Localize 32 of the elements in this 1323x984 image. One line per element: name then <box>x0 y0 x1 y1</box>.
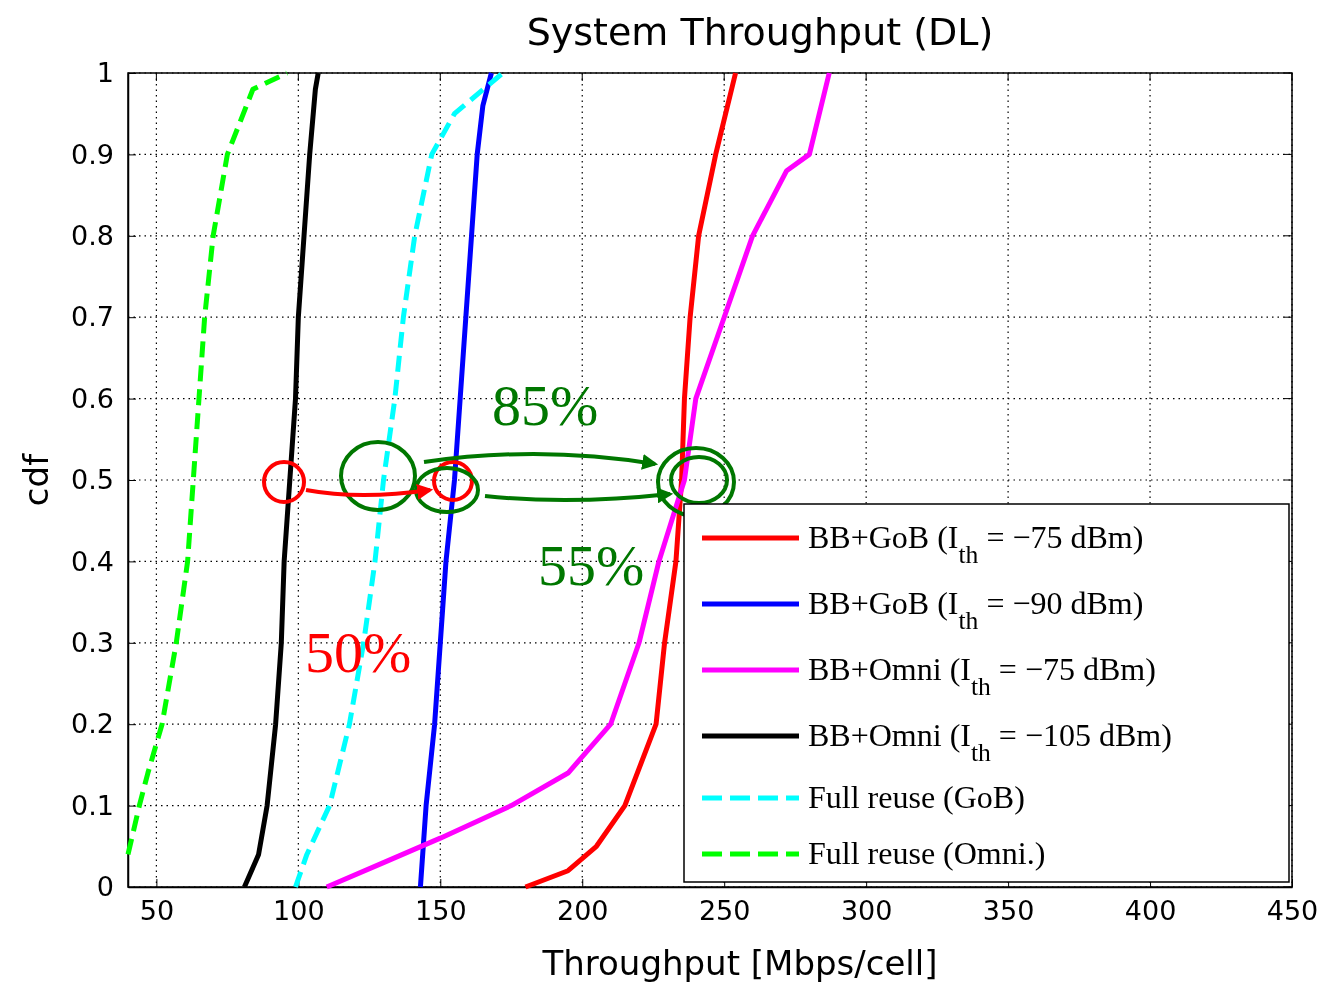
x-tick-label: 300 <box>840 895 893 927</box>
x-tick-label: 200 <box>556 895 609 927</box>
y-tick-label: 0.9 <box>71 138 114 170</box>
y-tick-label: 0.8 <box>71 219 114 251</box>
y-tick-label: 0.2 <box>71 708 114 740</box>
x-tick-label: 250 <box>698 895 751 927</box>
annotation: 50% <box>305 620 412 685</box>
annotation: 55% <box>538 533 645 598</box>
legend-label: BB+Omni (I$_{th}$ = −105 dBm) <box>808 717 1172 767</box>
legend-label: Full reuse (Omni.) <box>808 835 1046 871</box>
y-tick-label: 0.7 <box>71 301 114 333</box>
y-tick-label: 0.4 <box>71 545 114 577</box>
y-axis-title: cdf <box>16 452 56 507</box>
chart-title: System Throughput (DL) <box>526 10 994 54</box>
x-axis-title: Throughput [Mbps/cell] <box>541 943 938 983</box>
x-tick-label: 150 <box>415 895 467 927</box>
x-tick-label: 50 <box>139 895 175 927</box>
legend-label: BB+GoB (I$_{th}$ = −90 dBm) <box>808 585 1144 635</box>
y-tick-label: 0.1 <box>71 789 114 821</box>
x-tick-label: 100 <box>273 895 325 927</box>
y-tick-label: 0.3 <box>71 626 114 658</box>
legend-label: Full reuse (GoB) <box>808 779 1025 815</box>
y-tick-label: 1 <box>96 57 114 89</box>
legend-label: BB+GoB (I$_{th}$ = −75 dBm) <box>808 519 1144 569</box>
x-tick-label: 350 <box>982 895 1035 927</box>
y-tick-label: 0.6 <box>71 382 114 414</box>
legend-label: BB+Omni (I$_{th}$ = −75 dBm) <box>808 651 1156 701</box>
x-tick-label: 400 <box>1124 895 1177 927</box>
y-tick-label: 0 <box>96 871 114 903</box>
y-tick-label: 0.5 <box>71 464 114 496</box>
x-tick-label: 450 <box>1266 895 1319 927</box>
annotation: 85% <box>492 373 599 438</box>
